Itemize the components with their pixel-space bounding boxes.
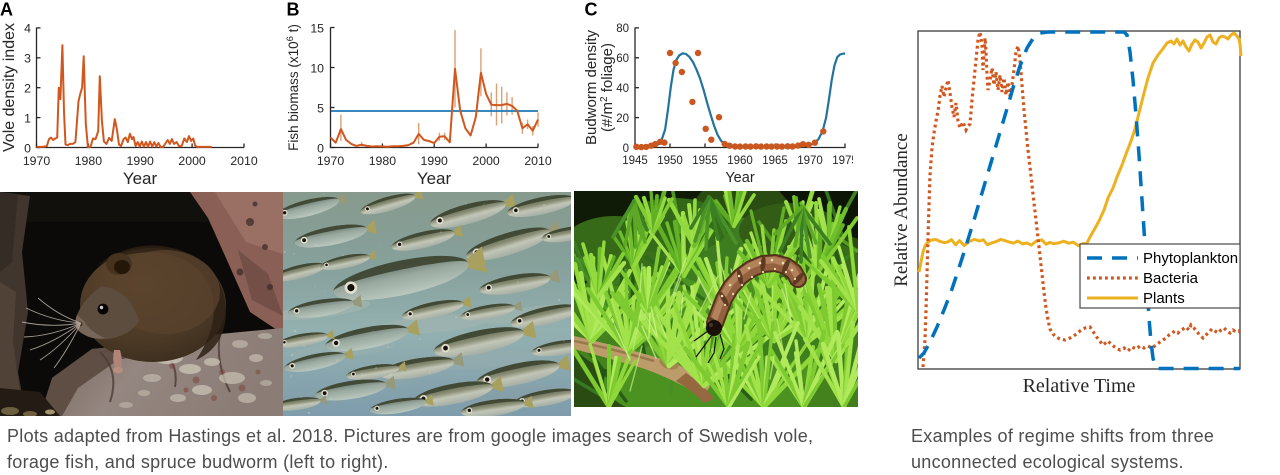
svg-text:40: 40 [616,83,629,95]
svg-text:Year: Year [725,170,754,186]
svg-text:Vole density index: Vole density index [1,23,18,152]
svg-text:1950: 1950 [657,155,683,167]
svg-text:1960: 1960 [727,155,753,167]
svg-text:15: 15 [310,21,324,35]
svg-text:0: 0 [24,141,31,155]
svg-text:B: B [287,0,300,20]
svg-text:Bacteria: Bacteria [1143,270,1199,287]
svg-text:1990: 1990 [127,154,155,168]
svg-text:Phytoplankton: Phytoplankton [1143,250,1238,267]
svg-text:1970: 1970 [317,154,345,168]
svg-text:Year: Year [123,169,158,188]
svg-text:2: 2 [24,82,31,96]
svg-text:Budworm density: Budworm density [583,29,600,145]
svg-text:1970: 1970 [23,154,51,168]
svg-text:1980: 1980 [369,154,397,168]
svg-text:4: 4 [24,22,31,36]
svg-text:1945: 1945 [622,155,648,167]
svg-text:1: 1 [24,111,31,125]
svg-text:1980: 1980 [75,154,103,168]
svg-text:(#/m2 foliage): (#/m2 foliage) [599,43,616,132]
svg-text:1975: 1975 [832,155,858,167]
svg-text:2010: 2010 [524,154,552,168]
svg-text:0: 0 [317,141,324,155]
svg-text:80: 80 [616,23,629,35]
svg-text:1955: 1955 [692,155,718,167]
svg-text:1970: 1970 [797,155,823,167]
svg-text:2000: 2000 [472,154,500,168]
svg-text:2000: 2000 [178,154,206,168]
svg-text:5: 5 [317,101,324,115]
svg-text:C: C [585,0,598,20]
svg-text:Relative Time: Relative Time [1023,375,1136,397]
svg-text:Relative Abundance: Relative Abundance [891,133,912,287]
svg-text:1965: 1965 [762,155,788,167]
svg-text:Fish biomass (x106 t): Fish biomass (x106 t) [285,24,301,151]
svg-text:Plants: Plants [1143,290,1185,307]
svg-text:20: 20 [616,113,629,125]
svg-text:A: A [0,0,13,20]
svg-text:60: 60 [616,53,629,65]
svg-text:2010: 2010 [230,154,258,168]
svg-text:10: 10 [310,61,324,75]
svg-text:3: 3 [24,52,31,66]
svg-text:1990: 1990 [421,154,449,168]
svg-text:0: 0 [623,143,629,155]
svg-text:Year: Year [417,169,452,188]
